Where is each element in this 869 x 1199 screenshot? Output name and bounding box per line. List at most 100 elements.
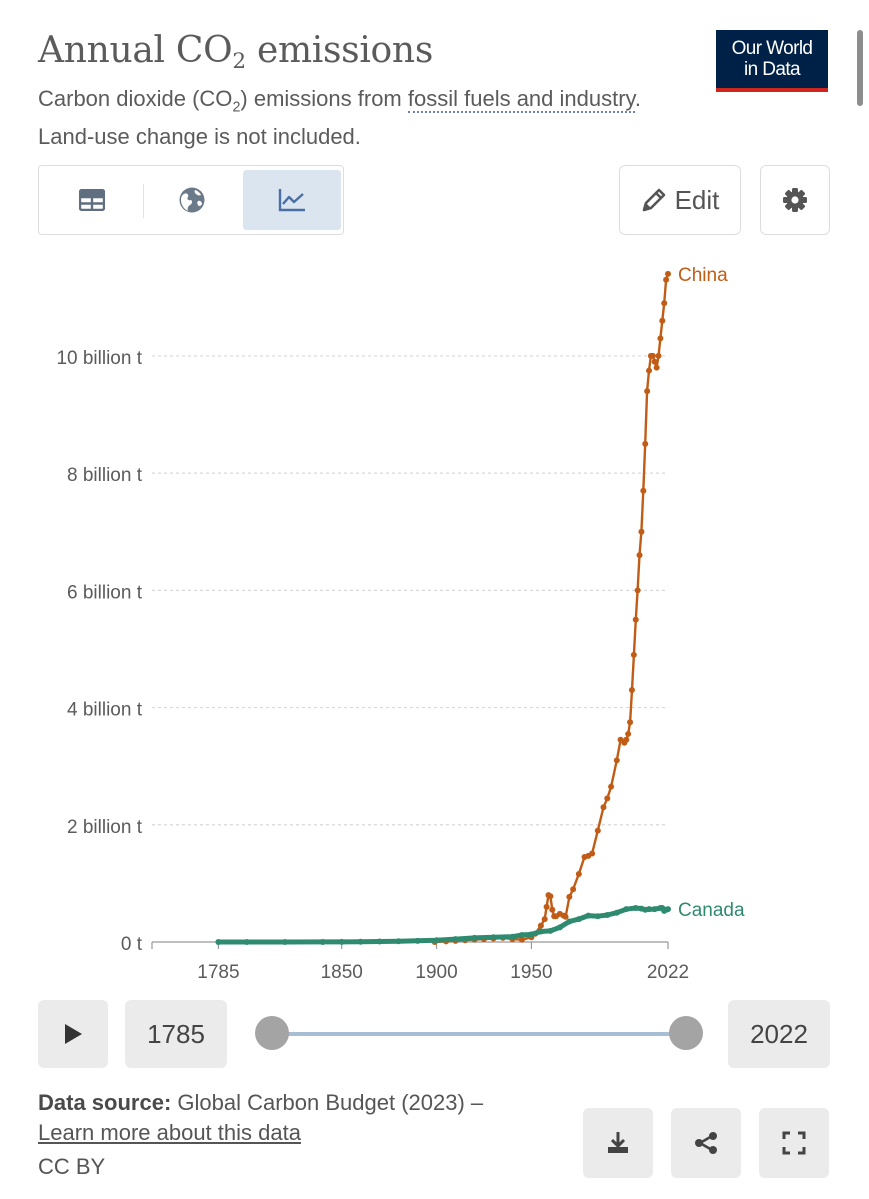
settings-button[interactable] [760,165,830,235]
china-point [651,358,658,365]
download-button[interactable] [583,1108,653,1178]
china-point [653,364,660,371]
tab-table[interactable] [43,170,141,230]
china-point [570,886,577,893]
china-point [600,804,607,811]
x-tick-label: 2022 [647,962,689,983]
china-point [661,300,668,307]
y-tick-label: 0 t [121,934,143,955]
china-series-line [434,273,670,944]
source-label: Data source: [38,1090,172,1115]
end-year-text: 2022 [750,1018,808,1049]
source-text: Global Carbon Budget (2023) – [171,1090,484,1115]
canada-point [243,939,250,945]
fossil-fuels-definition-link[interactable]: fossil fuels and industry [407,86,635,113]
canada-point [281,939,288,945]
canada-point [319,938,326,945]
china-point [638,528,645,535]
table-icon [79,189,105,211]
canada-point [646,906,653,913]
share-button[interactable] [671,1108,741,1178]
canada-point [537,928,544,935]
tab-map[interactable] [143,170,241,230]
canada-point [357,938,364,945]
data-source-block: Data source: Global Carbon Budget (2023)… [38,1088,598,1182]
fullscreen-icon [782,1131,806,1155]
end-year-handle[interactable] [669,1016,703,1050]
china-point [640,487,647,494]
china-point [562,913,569,920]
china-point [543,903,550,910]
line-chart: 0 t 2 billion t 4 billion t 6 billion t 8 bi… [56,265,745,983]
china-point [537,922,544,929]
y-tick-label: 6 billion t [67,582,143,603]
y-tick-label: 10 billion t [56,348,142,369]
canada-point [632,905,639,912]
china-point [636,552,643,559]
canada-point [471,934,478,941]
china-point [627,719,634,726]
china-point [604,795,611,802]
china-series-label: China [678,265,728,286]
play-button[interactable] [38,1000,108,1068]
tab-divider [143,184,144,218]
edit-label: Edit [674,184,720,215]
learn-more-link[interactable]: Learn more about this data [38,1120,301,1145]
line-chart-icon [278,189,305,212]
fullscreen-button[interactable] [759,1108,829,1178]
canada-point [376,938,383,945]
china-point [630,651,637,658]
china-point [541,916,548,923]
canada-point [395,938,402,945]
x-tick-label: 1900 [415,962,457,983]
china-point [665,270,671,277]
y-tick-label: 8 billion t [67,465,143,486]
canada-point [547,927,554,934]
canada-point [585,912,592,919]
owid-logo[interactable]: Our World in Data [716,30,828,92]
china-point [634,587,641,594]
canada-series-label: Canada [678,900,745,921]
end-year-label[interactable]: 2022 [728,1000,830,1068]
canada-point [651,906,658,913]
edit-button[interactable]: Edit [619,165,741,235]
tab-chart[interactable] [243,170,341,230]
scrollbar[interactable] [857,30,863,106]
share-icon [695,1132,717,1154]
canada-point [433,937,440,944]
canada-point [490,934,497,941]
china-point [589,850,596,857]
china-point [659,317,666,324]
canada-point [414,937,421,944]
timeline-track[interactable] [272,1032,686,1036]
license-text: CC BY [38,1154,106,1179]
china-point [613,757,620,764]
download-icon [608,1132,628,1153]
china-point [649,352,656,359]
china-point [628,686,635,693]
canada-point [566,918,573,925]
china-point [644,388,651,395]
china-point [518,936,525,943]
canada-point [528,931,535,938]
y-tick-label: 4 billion t [67,700,143,721]
logo-line1: Our World [731,38,813,59]
china-point [594,827,601,834]
china-point [566,893,573,900]
china-point [657,335,664,342]
x-tick-label: 1850 [321,962,363,983]
start-year-handle[interactable] [255,1016,289,1050]
view-tabs [38,165,344,235]
chart-subtitle: Carbon dioxide (CO2) emissions from foss… [38,86,642,150]
y-tick-label: 2 billion t [67,817,143,838]
china-point [623,736,630,743]
pencil-icon [642,188,665,212]
start-year-label[interactable]: 1785 [125,1000,227,1068]
x-tick-label: 1785 [197,962,239,983]
logo-line2: in Data [743,59,801,80]
x-tick-label: 1950 [510,962,552,983]
china-point [646,367,653,374]
china-point [575,871,582,878]
chart-title: Annual CO2 emissions [38,30,433,74]
canada-point [604,912,611,919]
